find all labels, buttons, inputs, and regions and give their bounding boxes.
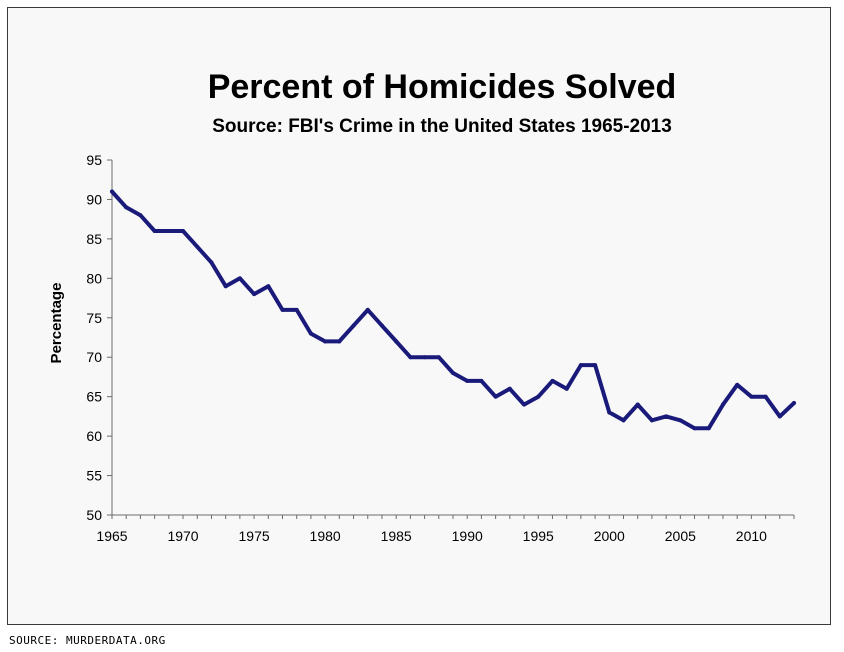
- data-point: [394, 339, 399, 344]
- y-tick-label: 70: [86, 349, 102, 365]
- data-point: [507, 386, 512, 391]
- data-point: [166, 229, 171, 233]
- data-point: [777, 414, 782, 419]
- data-point: [451, 371, 455, 375]
- y-tick-label: 65: [86, 389, 102, 405]
- data-point: [621, 418, 626, 423]
- data-point: [465, 378, 470, 383]
- data-point: [678, 418, 683, 423]
- data-point: [649, 418, 654, 423]
- y-tick-label: 60: [86, 428, 102, 444]
- x-tick-label: 2000: [594, 528, 625, 544]
- tick-labels: 50 55 60 65 70 75 80 85 90 95 1965 1970 1975 1980 1985…: [86, 152, 767, 544]
- x-tick-label: 2005: [665, 528, 696, 544]
- data-point: [706, 426, 711, 431]
- data-point: [422, 355, 427, 360]
- data-point: [664, 414, 669, 419]
- x-tick-label: 1970: [167, 528, 198, 544]
- data-point: [635, 402, 640, 407]
- data-point: [337, 339, 342, 344]
- data-point: [209, 260, 214, 265]
- line-chart: Percent of Homicides Solved Source: FBI'…: [48, 68, 796, 544]
- data-point: [749, 394, 754, 399]
- data-point: [152, 229, 157, 233]
- data-point: [379, 323, 384, 328]
- data-point: [252, 292, 257, 297]
- x-tick-label: 1995: [523, 528, 554, 544]
- data-point: [607, 410, 612, 415]
- data-point: [223, 284, 228, 289]
- x-tick-label: 2010: [736, 528, 767, 544]
- chart-subtitle: Source: FBI's Crime in the United States…: [212, 116, 672, 137]
- data-point: [181, 229, 186, 233]
- data-point: [195, 244, 200, 249]
- data-point: [237, 276, 242, 281]
- data-point: [436, 355, 441, 360]
- data-point: [735, 382, 740, 387]
- x-tick-label: 1990: [452, 528, 483, 544]
- data-point: [408, 355, 413, 360]
- x-tick-label: 1980: [310, 528, 341, 544]
- data-point: [522, 402, 527, 407]
- data-point: [365, 307, 370, 312]
- data-point: [792, 400, 796, 405]
- data-point: [266, 284, 271, 289]
- chart-frame: Percent of Homicides Solved Source: FBI'…: [7, 7, 831, 625]
- series-group: [110, 189, 796, 431]
- data-point: [578, 363, 583, 368]
- data-point: [550, 378, 555, 383]
- data-point: [308, 331, 313, 336]
- y-tick-label: 75: [86, 310, 102, 326]
- source-note: SOURCE: MURDERDATA.ORG: [9, 634, 166, 647]
- y-tick-label: 85: [86, 231, 102, 247]
- y-axis-label: Percentage: [48, 283, 65, 364]
- series-line: [110, 189, 796, 431]
- data-point: [720, 402, 725, 407]
- y-tick-label: 55: [86, 468, 102, 484]
- data-point: [692, 426, 697, 431]
- data-point: [294, 307, 299, 312]
- y-tick-label: 90: [86, 191, 102, 207]
- data-point: [124, 205, 129, 210]
- x-tick-label: 1985: [381, 528, 412, 544]
- x-tick-label: 1975: [239, 528, 270, 544]
- data-point: [138, 213, 143, 218]
- y-tick-label: 80: [86, 270, 102, 286]
- data-point: [110, 189, 114, 194]
- data-point: [763, 394, 768, 399]
- y-tick-label: 95: [86, 152, 102, 168]
- data-point: [536, 394, 541, 399]
- data-point: [479, 378, 484, 383]
- x-tick-label: 1965: [96, 528, 127, 544]
- axes: [107, 159, 795, 519]
- data-point: [351, 323, 356, 328]
- data-point: [280, 307, 285, 312]
- data-point: [564, 386, 569, 391]
- data-point: [493, 394, 498, 399]
- y-tick-label: 50: [86, 507, 102, 523]
- data-point: [593, 363, 598, 368]
- chart-title: Percent of Homicides Solved: [208, 68, 677, 106]
- data-point: [323, 339, 328, 344]
